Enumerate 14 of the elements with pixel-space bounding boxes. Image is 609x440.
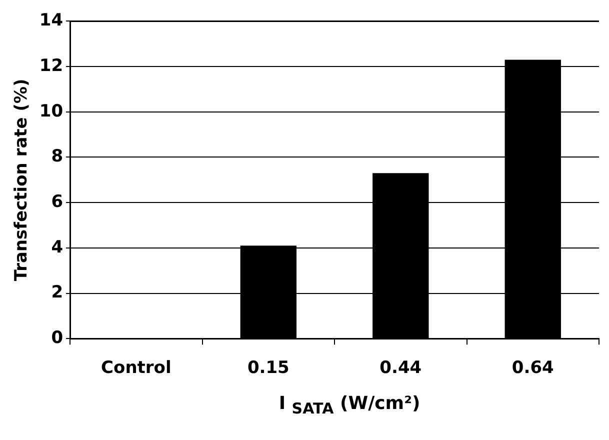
x-tick-label: Control (101, 358, 172, 378)
y-tick-label: 10 (39, 101, 64, 122)
y-axis-title: Transfection rate (%) (12, 78, 32, 282)
y-tick-label: 6 (51, 192, 64, 212)
y-tick-label: 4 (51, 237, 64, 258)
y-tick-label: 12 (39, 56, 64, 76)
y-tick-label: 8 (51, 146, 64, 167)
x-tick-label: 0.64 (512, 358, 554, 378)
x-tick-label: 0.44 (380, 358, 422, 378)
y-tick-label: 2 (51, 282, 64, 303)
x-axis-title: I $_{SATA}$ (W/cm²) (278, 393, 422, 418)
y-tick-label: 14 (39, 10, 64, 31)
x-tick-label: 0.15 (247, 358, 290, 378)
y-tick-label: 0 (51, 328, 64, 348)
